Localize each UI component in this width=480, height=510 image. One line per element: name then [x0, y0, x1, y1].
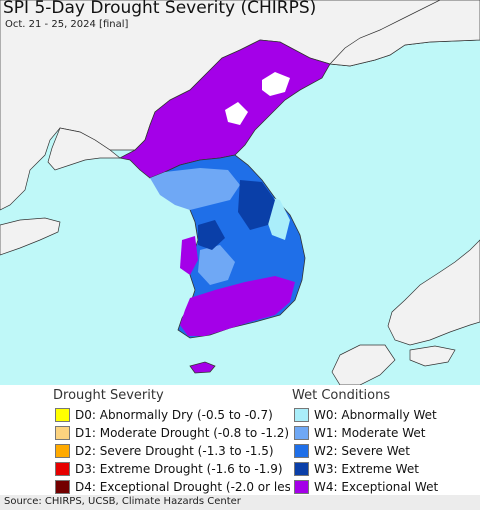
japan-kyushu [331, 344, 396, 385]
drought-legend: Drought Severity D0: Abnormally Dry (-0.… [0, 385, 302, 495]
drought-legend-title: Drought Severity [53, 388, 164, 403]
legend-label-w3: W3: Extreme Wet [314, 462, 419, 476]
japan-honshu [387, 239, 480, 346]
source-credit: Source: CHIRPS, UCSB, Climate Hazards Ce… [4, 496, 241, 507]
wet-legend-title: Wet Conditions [292, 388, 391, 403]
wet-w4-south [180, 276, 295, 336]
legend-label-w0: W0: Abnormally Wet [314, 408, 437, 422]
north-korea-highland-patch [262, 72, 290, 96]
wet-w1-region-2 [198, 245, 235, 285]
swatch-d0 [55, 408, 70, 422]
legend-item-d2: D2: Severe Drought (-1.3 to -1.5) [55, 442, 274, 460]
drought-map [0, 0, 480, 385]
jeju-island [189, 361, 216, 374]
legend-label-d3: D3: Extreme Drought (-1.6 to -1.9) [75, 462, 283, 476]
wet-w3-region [238, 180, 275, 230]
legend-item-w2: W2: Severe Wet [294, 442, 410, 460]
legend-item-w4: W4: Exceptional Wet [294, 478, 438, 496]
swatch-d2 [55, 444, 70, 458]
legend-item-d1: D1: Moderate Drought (-0.8 to -1.2) [55, 424, 289, 442]
legend-item-w1: W1: Moderate Wet [294, 424, 426, 442]
swatch-d3 [55, 462, 70, 476]
legend-item-d0: D0: Abnormally Dry (-0.5 to -0.7) [55, 406, 273, 424]
japan-shikoku [409, 345, 456, 367]
map-title: SPI 5-Day Drought Severity (CHIRPS) [3, 0, 317, 18]
swatch-w2 [294, 444, 309, 458]
swatch-w1 [294, 426, 309, 440]
north-korea-highland-patch-2 [225, 102, 248, 125]
shandong-peninsula [0, 217, 61, 256]
wet-w1-region [150, 168, 240, 210]
legend-label-w1: W1: Moderate Wet [314, 426, 426, 440]
legend-item-w3: W3: Extreme Wet [294, 460, 419, 478]
source-footer: Source: CHIRPS, UCSB, Climate Hazards Ce… [0, 495, 480, 510]
swatch-w3 [294, 462, 309, 476]
legend-label-d2: D2: Severe Drought (-1.3 to -1.5) [75, 444, 274, 458]
swatch-d1 [55, 426, 70, 440]
legend-label-w4: W4: Exceptional Wet [314, 480, 439, 494]
map-date-range: Oct. 21 - 25, 2024 [final] [5, 19, 129, 30]
legend-item-w0: W0: Abnormally Wet [294, 406, 437, 424]
liaodong-peninsula [47, 127, 121, 171]
swatch-d4 [55, 480, 70, 494]
legend-item-d4: D4: Exceptional Drought (-2.0 or less) [55, 478, 302, 496]
russia-landmass [329, 0, 480, 67]
legend-label-d1: D1: Moderate Drought (-0.8 to -1.2) [75, 426, 290, 440]
swatch-w4 [294, 480, 309, 494]
wet-w4-west [180, 236, 198, 275]
legend-item-d3: D3: Extreme Drought (-1.6 to -1.9) [55, 460, 283, 478]
legend-label-d0: D0: Abnormally Dry (-0.5 to -0.7) [75, 408, 273, 422]
legend-label-w2: W2: Severe Wet [314, 444, 410, 458]
wet-w3-region-2 [198, 220, 225, 250]
wet-legend: Wet Conditions W0: Abnormally Wet W1: Mo… [290, 385, 480, 495]
legend-label-d4: D4: Exceptional Drought (-2.0 or less) [75, 480, 302, 494]
swatch-w0 [294, 408, 309, 422]
